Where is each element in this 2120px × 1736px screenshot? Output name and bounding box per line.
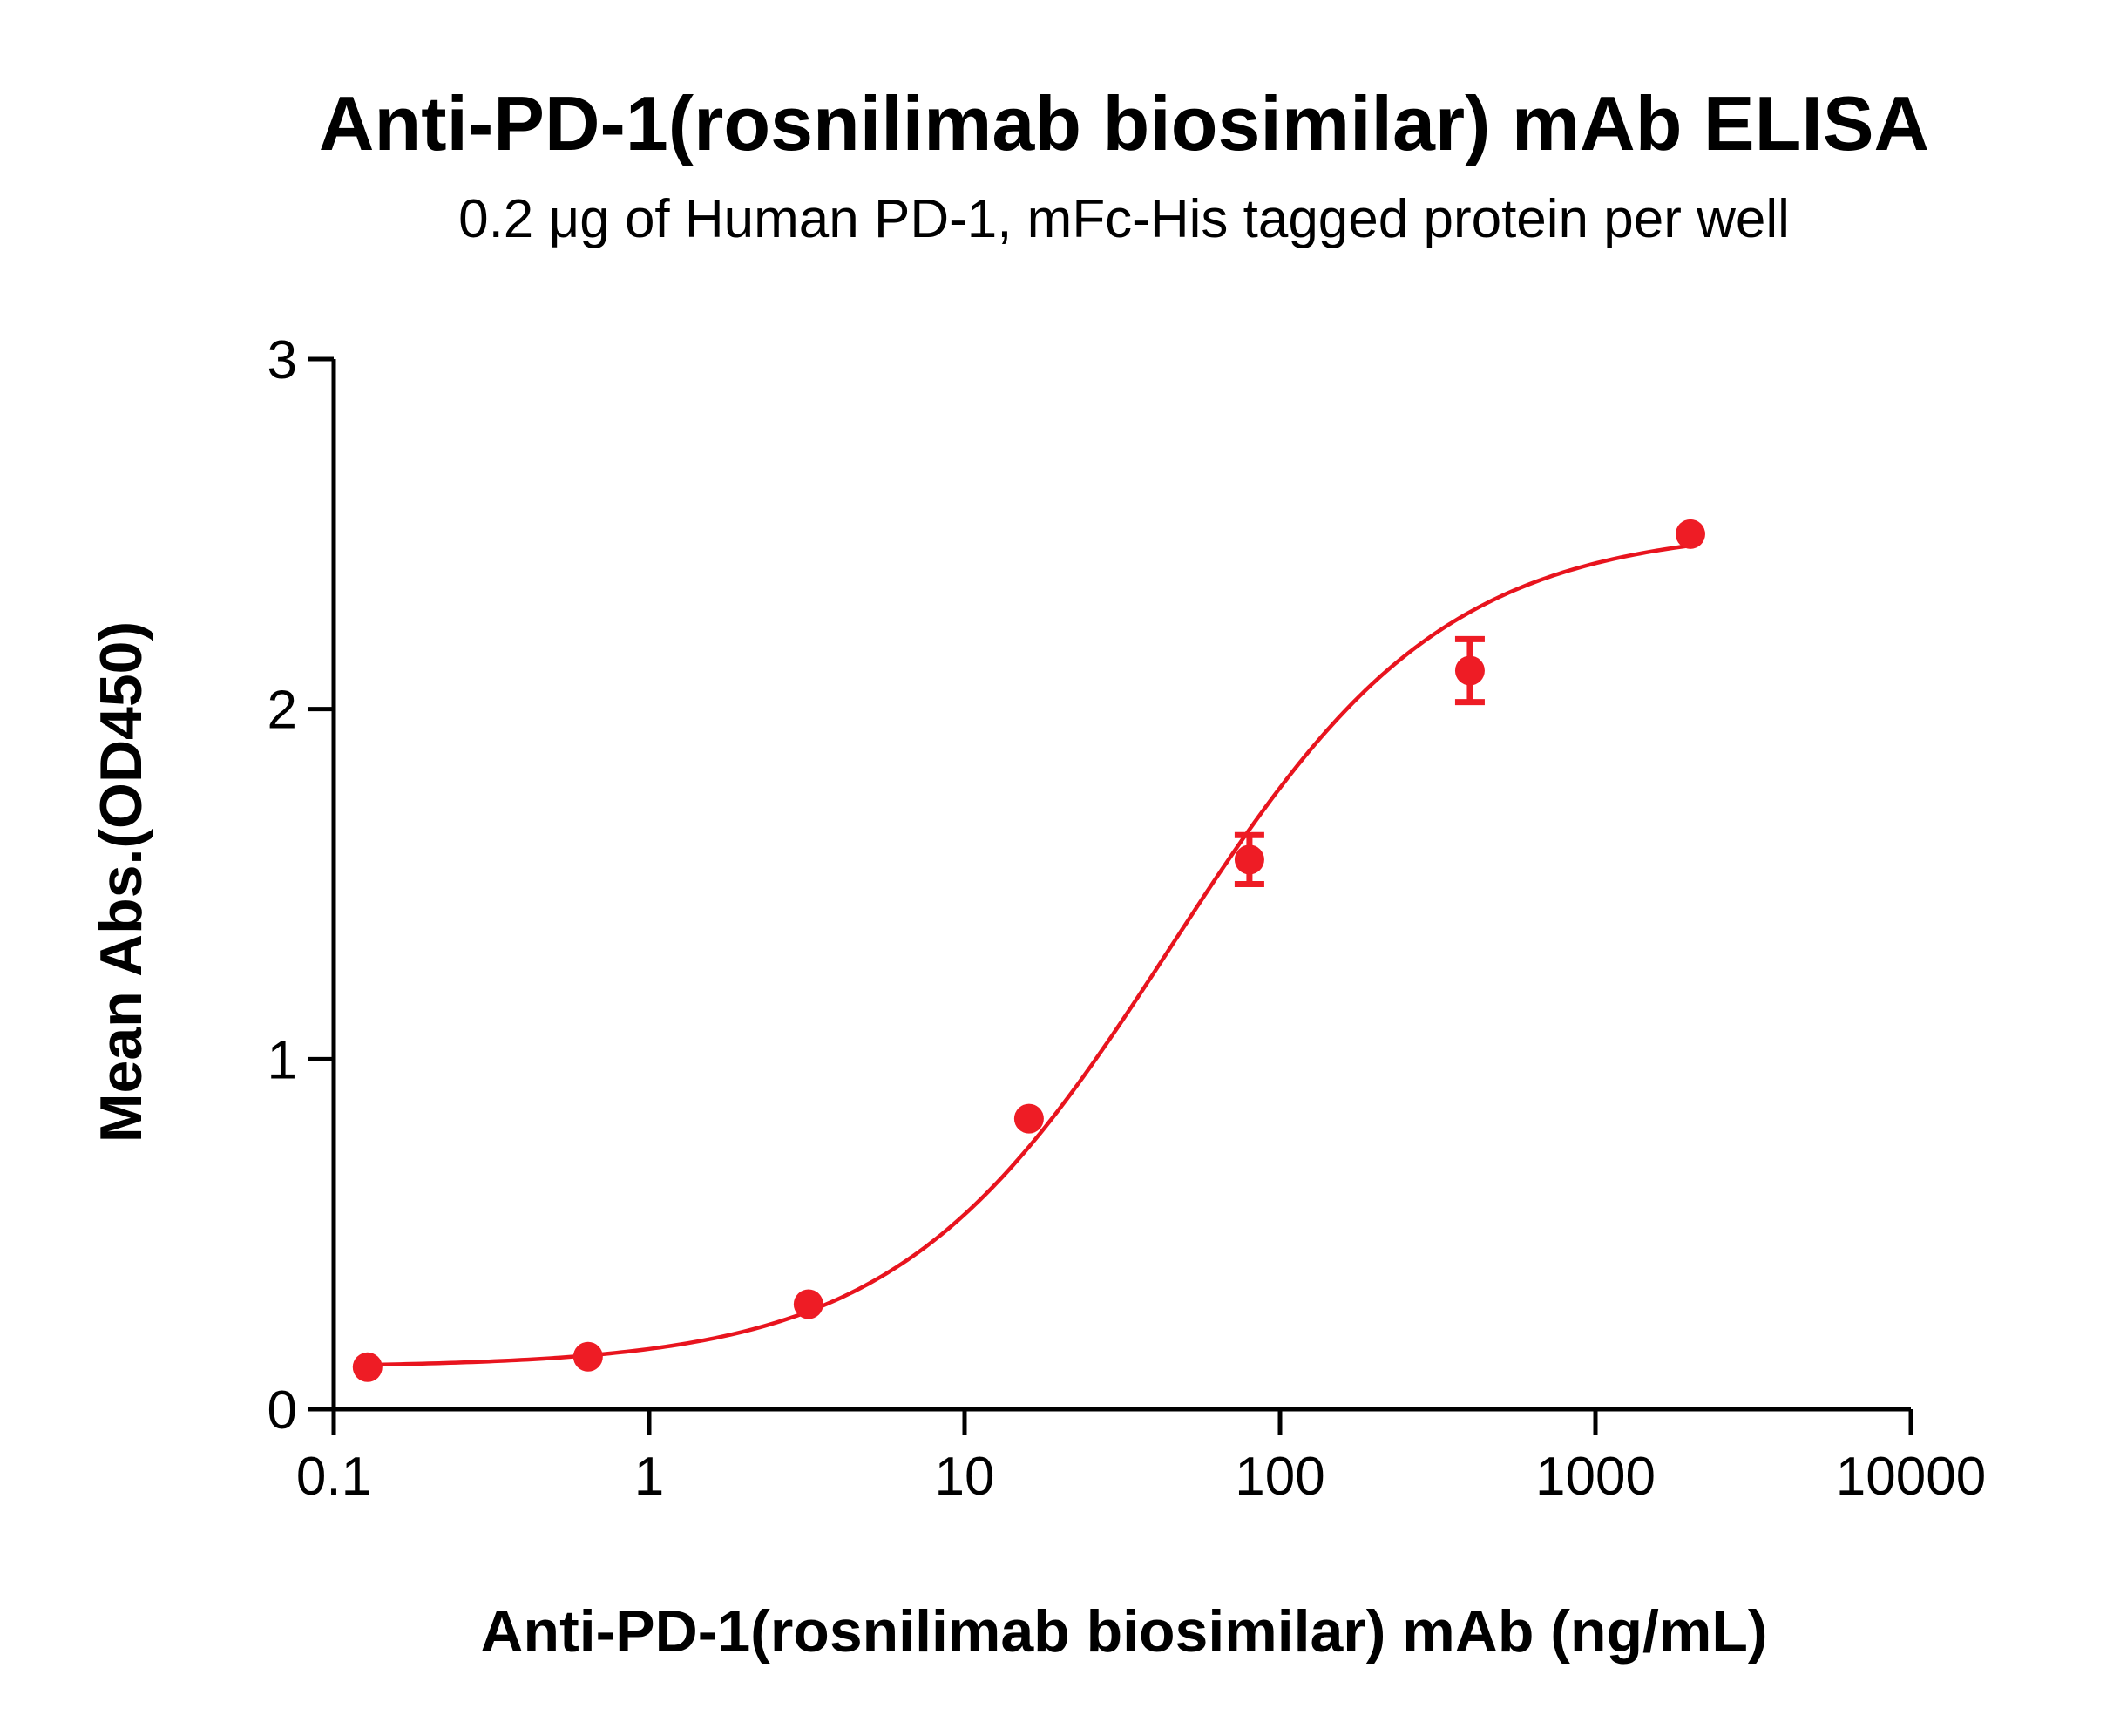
data-point [572, 1341, 603, 1372]
x-axis-label: Anti-PD-1(rosnilimab biosimilar) mAb (ng… [480, 1598, 1767, 1665]
x-ticks: 0.1 1 10 100 1000 10000 [296, 1409, 1986, 1507]
y-axis-label: Mean Abs.(OD450) [88, 621, 154, 1143]
data-point [793, 1289, 823, 1319]
data-point [1454, 655, 1485, 686]
y-tick-label: 1 [268, 1030, 297, 1090]
x-tick-label: 0.1 [296, 1447, 371, 1507]
fit-curve [367, 543, 1691, 1367]
data-point [1675, 519, 1705, 549]
x-tick-label: 100 [1235, 1447, 1324, 1507]
x-tick-label: 10000 [1836, 1447, 1986, 1507]
data-point [352, 1352, 383, 1382]
data-point [1013, 1103, 1044, 1134]
chart-title: Anti-PD-1(rosnilimab biosimilar) mAb ELI… [319, 80, 1929, 166]
y-tick-label: 2 [268, 681, 297, 741]
data-points-layer [352, 519, 1705, 1382]
y-ticks: 0 1 2 3 [268, 330, 334, 1441]
x-tick-label: 10 [935, 1447, 995, 1507]
fit-curve-layer [367, 543, 1691, 1367]
x-tick-label: 1000 [1535, 1447, 1656, 1507]
plot-area: 0 1 2 3 0.1 1 10 100 1000 10000 [268, 330, 1987, 1507]
y-tick-label: 0 [268, 1380, 297, 1441]
data-point [1234, 844, 1264, 875]
chart-subtitle: 0.2 μg of Human PD-1, mFc-His tagged pro… [458, 189, 1790, 249]
y-tick-label: 3 [268, 330, 297, 390]
x-tick-label: 1 [634, 1447, 664, 1507]
